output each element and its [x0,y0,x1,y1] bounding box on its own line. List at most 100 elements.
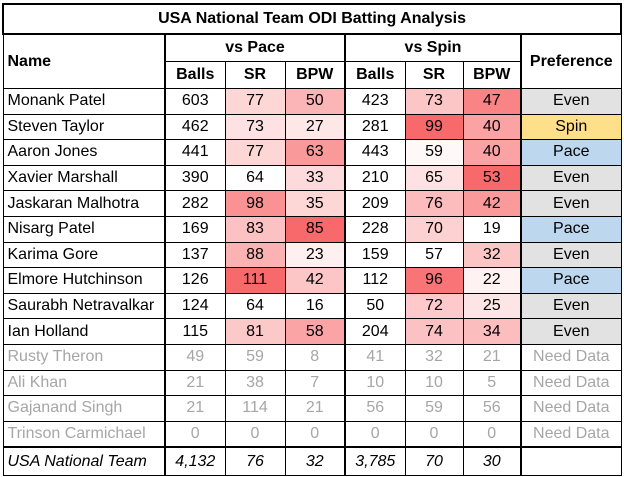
spin-sr-cell: 32 [404,343,464,371]
table-row: Steven Taylor 462 73 27 281 99 40 Spin [2,113,622,141]
player-name: Saurabh Netravalkar [2,292,166,320]
pace-sr-cell: 38 [224,369,286,397]
pace-balls-cell: 124 [164,292,226,320]
spin-bpw-header: BPW [462,61,522,89]
pace-balls-cell: 126 [164,267,226,294]
pace-bpw-cell: 63 [284,139,346,166]
pace-sr-cell: 88 [224,241,286,269]
table-row: Jaskaran Malhotra 282 98 35 209 76 42 Even [2,190,622,217]
preference-cell: Even [519,88,622,115]
pace-sr-cell: 64 [224,164,286,192]
pace-bpw-cell: 58 [284,318,346,345]
preference-cell: Spin [519,113,622,141]
name-column-header: Name [2,33,166,89]
pace-bpw-cell: 0 [284,420,346,448]
pace-balls-cell: 390 [164,164,226,192]
spin-bpw-cell: 47 [462,88,522,115]
pace-sr-cell: 83 [224,215,286,243]
spin-sr-cell: 76 [404,190,464,217]
spin-balls-cell: 56 [344,395,406,422]
pace-bpw-cell: 7 [284,369,346,397]
preference-cell: Pace [519,139,622,166]
spin-sr-cell: 0 [404,420,464,448]
pace-balls-cell: 0 [164,420,226,448]
spin-bpw-cell: 5 [462,369,522,397]
spin-balls-cell: 112 [344,267,406,294]
player-name: Steven Taylor [2,113,166,141]
spin-sr-cell: 96 [404,267,464,294]
table-row: Ali Khan 21 38 7 10 10 5 Need Data [2,369,622,397]
pace-balls-cell: 462 [164,113,226,141]
player-name: Gajanand Singh [2,395,166,422]
pace-balls-cell: 603 [164,88,226,115]
player-name: Nisarg Patel [2,215,166,243]
total-pace-bpw: 32 [284,446,346,477]
spin-bpw-cell: 56 [462,395,522,422]
table-row: Xavier Marshall 390 64 33 210 65 53 Even [2,164,622,192]
spin-sr-cell: 59 [404,139,464,166]
pace-sr-cell: 81 [224,318,286,345]
spin-balls-cell: 204 [344,318,406,345]
spin-sr-cell: 65 [404,164,464,192]
pace-sr-cell: 64 [224,292,286,320]
pace-sr-cell: 98 [224,190,286,217]
team-total-row: USA National Team 4,132 76 32 3,785 70 3… [2,446,622,477]
player-name: Xavier Marshall [2,164,166,192]
spin-bpw-cell: 21 [462,343,522,371]
spin-sr-cell: 70 [404,215,464,243]
pace-bpw-cell: 16 [284,292,346,320]
table-row: Gajanand Singh 21 114 21 56 59 56 Need Data [2,395,622,422]
spin-bpw-cell: 25 [462,292,522,320]
pace-sr-cell: 59 [224,343,286,371]
spin-balls-cell: 228 [344,215,406,243]
player-name: Karima Gore [2,241,166,269]
pace-balls-cell: 21 [164,395,226,422]
spin-sr-header: SR [404,61,464,89]
preference-cell: Even [519,164,622,192]
preference-cell: Even [519,318,622,345]
preference-column-header: Preference [519,33,622,89]
table-row: Nisarg Patel 169 83 85 228 70 19 Pace [2,215,622,243]
spin-bpw-cell: 40 [462,139,522,166]
vs-spin-header: vs Spin [344,33,522,62]
pace-bpw-cell: 27 [284,113,346,141]
pace-balls-cell: 115 [164,318,226,345]
spin-sr-cell: 10 [404,369,464,397]
pace-bpw-cell: 85 [284,215,346,243]
spin-sr-cell: 57 [404,241,464,269]
pace-bpw-header: BPW [284,61,346,89]
table-row: Rusty Theron 49 59 8 41 32 21 Need Data [2,343,622,371]
preference-cell: Even [519,241,622,269]
spin-balls-header: Balls [344,61,406,89]
spin-balls-cell: 50 [344,292,406,320]
pace-balls-cell: 49 [164,343,226,371]
preference-cell: Need Data [519,395,622,422]
spin-balls-cell: 41 [344,343,406,371]
total-pace-balls: 4,132 [164,446,226,477]
preference-cell: Need Data [519,343,622,371]
pace-balls-cell: 441 [164,139,226,166]
vs-pace-header: vs Pace [164,33,346,62]
pace-balls-header: Balls [164,61,226,89]
spin-balls-cell: 423 [344,88,406,115]
player-name: Ali Khan [2,369,166,397]
header-group-row: Name vs Pace vs Spin Preference [2,33,622,89]
pace-bpw-cell: 50 [284,88,346,115]
player-name: Monank Patel [2,88,166,115]
table-row: Karima Gore 137 88 23 159 57 32 Even [2,241,622,269]
spin-balls-cell: 10 [344,369,406,397]
pace-bpw-cell: 35 [284,190,346,217]
table-row: Saurabh Netravalkar 124 64 16 50 72 25 Even [2,292,622,320]
spin-sr-cell: 99 [404,113,464,141]
spin-bpw-cell: 0 [462,420,522,448]
pace-balls-cell: 21 [164,369,226,397]
preference-cell: Even [519,292,622,320]
player-name: Ian Holland [2,318,166,345]
player-name: Elmore Hutchinson [2,267,166,294]
preference-cell: Pace [519,215,622,243]
preference-cell: Pace [519,267,622,294]
table-body: Monank Patel 603 77 50 423 73 47 Even Steven Tay… [2,88,622,448]
pace-balls-cell: 282 [164,190,226,217]
spin-bpw-cell: 22 [462,267,522,294]
pace-bpw-cell: 21 [284,395,346,422]
